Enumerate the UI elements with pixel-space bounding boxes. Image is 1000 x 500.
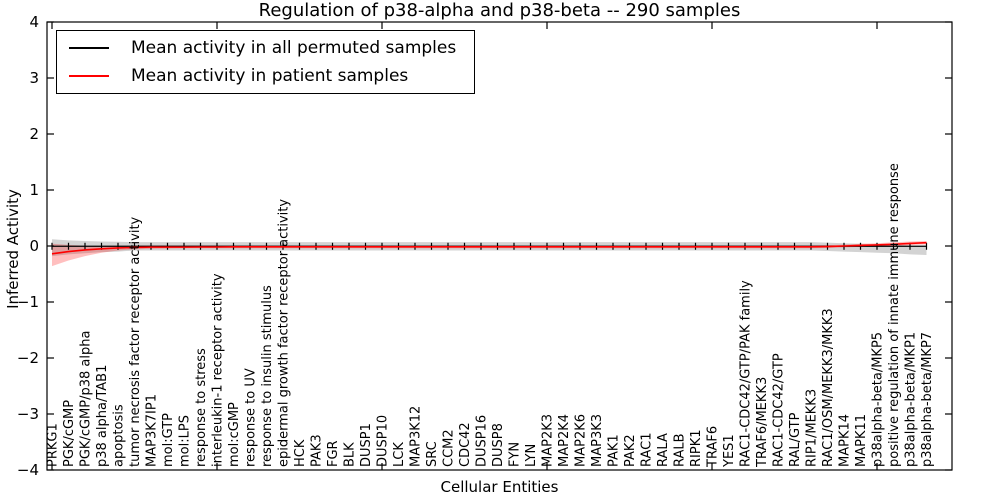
x-tick-label: RAC1 bbox=[640, 432, 655, 467]
x-tick-label: RAC1/OSM/MEKK3/MKK3 bbox=[821, 308, 836, 467]
y-tick-label: 4 bbox=[29, 13, 39, 31]
x-tick-label: DUSP16 bbox=[475, 415, 490, 467]
x-tick-label: DUSP10 bbox=[376, 415, 391, 467]
x-tick-label: RALB bbox=[673, 433, 688, 467]
x-tick-label: RAL/GTP bbox=[788, 412, 803, 467]
x-tick-label: YES1 bbox=[722, 434, 737, 468]
legend: Mean activity in all permuted samples Me… bbox=[56, 30, 476, 94]
y-tick-label: −4 bbox=[17, 461, 39, 479]
x-tick-label: RALA bbox=[656, 433, 671, 467]
x-tick-label: response to insulin stimulus bbox=[260, 285, 275, 467]
permuted-line-sample-icon bbox=[69, 47, 109, 49]
y-tick-label: 2 bbox=[29, 125, 39, 143]
patient-series-line bbox=[51, 241, 927, 255]
legend-label-permuted: Mean activity in all permuted samples bbox=[131, 38, 457, 58]
x-tick-label: RAC1-CDC42/GTP bbox=[772, 353, 787, 467]
x-tick-label: PAK1 bbox=[607, 434, 622, 467]
x-tick-label: response to stress bbox=[194, 348, 209, 467]
x-tick-label: TRAF6/MEKK3 bbox=[755, 377, 770, 468]
x-tick-label: PGK/cGMP/p38 alpha bbox=[79, 331, 94, 467]
x-tick-label: response to UV bbox=[244, 368, 259, 467]
x-tick-label: MAP3K12 bbox=[409, 406, 424, 467]
x-tick-label: MAPK14 bbox=[838, 414, 853, 467]
x-tick-label: DUSP1 bbox=[359, 423, 374, 467]
chart-title: Regulation of p38-alpha and p38-beta -- … bbox=[258, 0, 741, 21]
y-tick-label: −3 bbox=[17, 405, 39, 423]
x-tick-label: RAC1-CDC42/GTP/PAK family bbox=[739, 280, 754, 467]
x-tick-label: PAK2 bbox=[623, 434, 638, 467]
x-tick-label: MAP2K6 bbox=[574, 414, 589, 467]
legend-entry-patient: Mean activity in patient samples bbox=[69, 66, 456, 86]
x-tick-label: LCK bbox=[392, 442, 407, 467]
x-tick-label: RIP1/MEKK3 bbox=[805, 389, 820, 467]
x-tick-label: FGR bbox=[326, 440, 341, 467]
x-tick-label: PAK3 bbox=[310, 434, 325, 467]
x-tick-label: MAP3K3 bbox=[590, 414, 605, 467]
y-tick-label: 1 bbox=[29, 181, 39, 199]
permuted-band bbox=[52, 239, 927, 257]
y-tick-label: −1 bbox=[17, 293, 39, 311]
y-tick-label: 3 bbox=[29, 69, 39, 87]
y-tick-label: −2 bbox=[17, 349, 39, 367]
x-tick-label: MAP3K7IP1 bbox=[145, 394, 160, 467]
legend-label-patient: Mean activity in patient samples bbox=[131, 66, 409, 86]
x-tick-label: LYN bbox=[524, 444, 539, 467]
x-tick-label: mol:GTP bbox=[161, 413, 176, 467]
x-tick-label: DUSP8 bbox=[491, 423, 506, 467]
x-tick-label: PGK/cGMP bbox=[62, 400, 77, 467]
x-tick-label: RIPK1 bbox=[689, 429, 704, 467]
x-tick-label: CCM2 bbox=[442, 429, 457, 467]
y-axis-label: Inferred Activity bbox=[4, 189, 22, 309]
x-tick-label: positive regulation of innate immune res… bbox=[887, 163, 902, 467]
x-tick-label: TRAF6 bbox=[706, 426, 721, 468]
x-tick-label: HCK bbox=[293, 439, 308, 467]
x-axis-label: Cellular Entities bbox=[440, 478, 559, 496]
x-tick-label: p38 alpha/TAB1 bbox=[95, 365, 110, 467]
x-tick-label: tumor necrosis factor receptor activity bbox=[128, 216, 143, 467]
x-tick-label: CDC42 bbox=[458, 422, 473, 467]
x-tick-label: mol:cGMP bbox=[227, 402, 242, 467]
x-tick-label: BLK bbox=[343, 442, 358, 467]
x-tick-label: interleukin-1 receptor activity bbox=[211, 273, 226, 467]
x-tick-label: PRKG1 bbox=[46, 423, 61, 467]
x-tick-label: MAPK11 bbox=[854, 414, 869, 467]
x-tick-label: p38alpha-beta/MKP5 bbox=[871, 332, 886, 467]
x-tick-label: p38alpha-beta/MKP7 bbox=[920, 332, 935, 467]
x-tick-label: epidermal growth factor receptor activit… bbox=[277, 199, 292, 467]
x-tick-label: apoptosis bbox=[112, 404, 127, 467]
x-tick-label: mol:LPS bbox=[178, 415, 193, 467]
x-tick-label: FYN bbox=[508, 442, 523, 467]
patient-line-sample-icon bbox=[69, 75, 109, 77]
y-tick-label: 0 bbox=[29, 237, 39, 255]
x-tick-label: p38alpha-beta/MKP1 bbox=[904, 332, 919, 467]
x-tick-label: MAP2K3 bbox=[541, 414, 556, 467]
legend-entry-permuted: Mean activity in all permuted samples bbox=[69, 38, 456, 58]
x-tick-label: SRC bbox=[425, 441, 440, 467]
x-tick-label: MAP2K4 bbox=[557, 414, 572, 467]
